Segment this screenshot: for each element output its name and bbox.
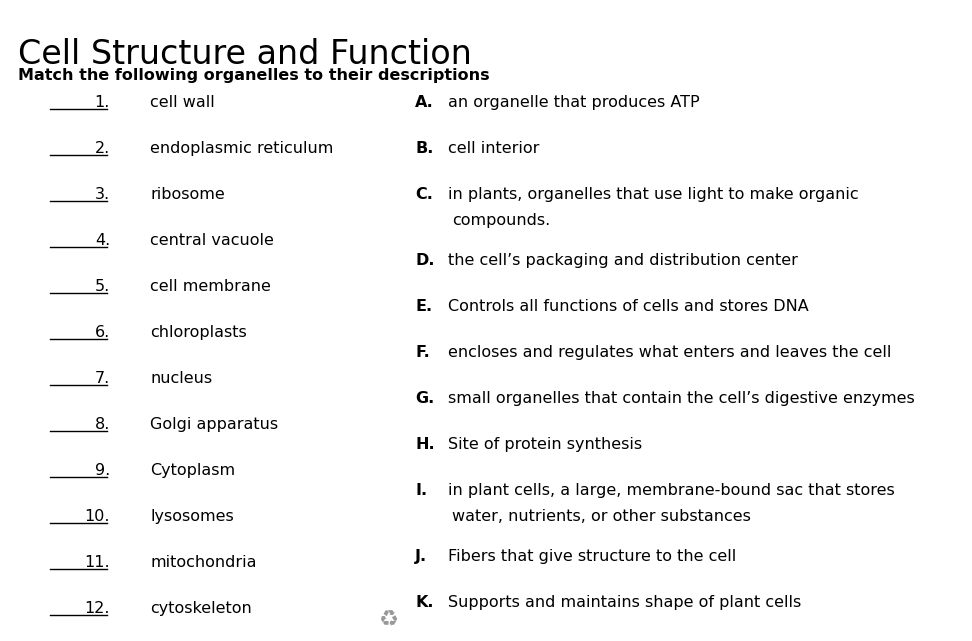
Text: 8.: 8.	[94, 417, 110, 432]
Text: nucleus: nucleus	[150, 371, 212, 386]
Text: mitochondria: mitochondria	[150, 555, 257, 570]
Text: 5.: 5.	[94, 279, 110, 294]
Text: Golgi apparatus: Golgi apparatus	[150, 417, 278, 432]
Text: 9.: 9.	[94, 463, 110, 478]
Text: in plant cells, a large, membrane-bound sac that stores: in plant cells, a large, membrane-bound …	[448, 483, 895, 498]
Text: E.: E.	[415, 299, 433, 314]
Text: 6.: 6.	[94, 325, 110, 340]
Text: compounds.: compounds.	[452, 213, 550, 228]
Text: water, nutrients, or other substances: water, nutrients, or other substances	[452, 509, 751, 524]
Text: 11.: 11.	[85, 555, 110, 570]
Text: central vacuole: central vacuole	[150, 233, 274, 248]
Text: Cell Structure and Function: Cell Structure and Function	[18, 38, 471, 71]
Text: C.: C.	[415, 187, 433, 202]
Text: cell wall: cell wall	[150, 95, 215, 110]
Text: an organelle that produces ATP: an organelle that produces ATP	[448, 95, 700, 110]
Text: in plants, organelles that use light to make organic: in plants, organelles that use light to …	[448, 187, 858, 202]
Text: A.: A.	[415, 95, 434, 110]
Text: Fibers that give structure to the cell: Fibers that give structure to the cell	[448, 549, 736, 564]
Text: 4.: 4.	[94, 233, 110, 248]
Text: G.: G.	[415, 391, 434, 406]
Text: K.: K.	[415, 595, 434, 610]
Text: Site of protein synthesis: Site of protein synthesis	[448, 437, 642, 452]
Text: 10.: 10.	[85, 509, 110, 524]
Text: Controls all functions of cells and stores DNA: Controls all functions of cells and stor…	[448, 299, 809, 314]
Text: cytoskeleton: cytoskeleton	[150, 601, 252, 616]
Text: I.: I.	[415, 483, 427, 498]
Text: Supports and maintains shape of plant cells: Supports and maintains shape of plant ce…	[448, 595, 801, 610]
Text: endoplasmic reticulum: endoplasmic reticulum	[150, 141, 333, 156]
Text: 7.: 7.	[94, 371, 110, 386]
Text: 12.: 12.	[85, 601, 110, 616]
Text: cell interior: cell interior	[448, 141, 539, 156]
Text: lysosomes: lysosomes	[150, 509, 233, 524]
Text: Match the following organelles to their descriptions: Match the following organelles to their …	[18, 68, 490, 83]
Text: F.: F.	[415, 345, 430, 360]
Text: Cytoplasm: Cytoplasm	[150, 463, 235, 478]
Text: H.: H.	[415, 437, 434, 452]
Text: cell membrane: cell membrane	[150, 279, 271, 294]
Text: D.: D.	[415, 253, 434, 268]
Text: 1.: 1.	[94, 95, 110, 110]
Text: ribosome: ribosome	[150, 187, 225, 202]
Text: 2.: 2.	[94, 141, 110, 156]
Text: encloses and regulates what enters and leaves the cell: encloses and regulates what enters and l…	[448, 345, 891, 360]
Text: 3.: 3.	[95, 187, 110, 202]
Text: small organelles that contain the cell’s digestive enzymes: small organelles that contain the cell’s…	[448, 391, 915, 406]
Text: J.: J.	[415, 549, 427, 564]
Text: ♻: ♻	[378, 610, 398, 630]
Text: chloroplasts: chloroplasts	[150, 325, 247, 340]
Text: the cell’s packaging and distribution center: the cell’s packaging and distribution ce…	[448, 253, 798, 268]
Text: B.: B.	[415, 141, 434, 156]
